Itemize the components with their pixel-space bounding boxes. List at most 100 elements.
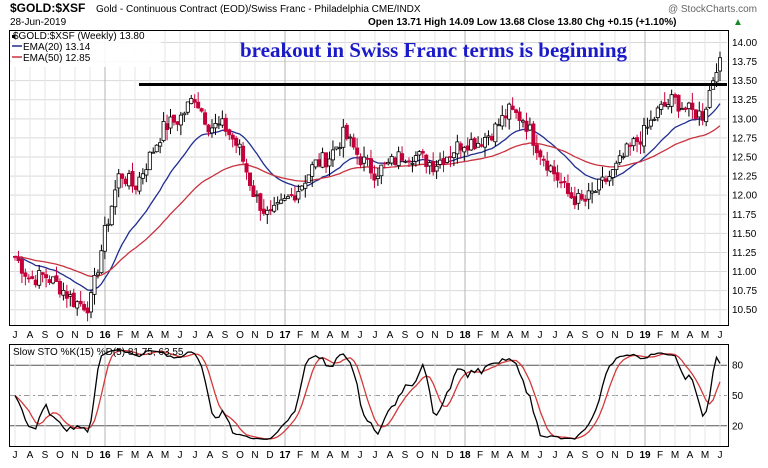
month-label-stoch: 18 — [459, 450, 471, 461]
price-tick-label: 10.75 — [732, 286, 757, 297]
candle-body — [372, 173, 377, 181]
candle-body — [82, 304, 87, 311]
legend: $GOLD:$XSF (Weekly) 13.80 EMA(20) 13.14 … — [11, 31, 161, 67]
candle-body — [199, 108, 204, 112]
candle-body — [275, 202, 280, 205]
candle-body — [348, 136, 353, 139]
candle-body — [64, 291, 69, 299]
candle-body — [213, 123, 218, 129]
month-label-stoch: 17 — [279, 450, 291, 461]
month-label-stoch: O — [56, 450, 64, 461]
candle-body — [147, 151, 152, 171]
candle-body — [306, 174, 311, 183]
candle-body — [140, 173, 145, 179]
month-label: D — [446, 330, 453, 341]
candle-body — [693, 109, 698, 120]
month-label: N — [71, 330, 78, 341]
month-label-stoch: N — [251, 450, 258, 461]
candle-body — [47, 279, 52, 283]
candle-body — [196, 101, 201, 109]
month-label-stoch: O — [416, 450, 424, 461]
candle-body — [538, 150, 543, 158]
month-label-stoch: M — [521, 450, 529, 461]
candlesticks — [12, 51, 723, 322]
candle-body — [230, 134, 235, 140]
candle-body — [652, 118, 657, 121]
candle-body — [448, 156, 453, 158]
candle-body — [133, 185, 138, 190]
stoch-tick-label: 80 — [732, 361, 744, 372]
candle-body — [330, 149, 335, 161]
candle-body — [683, 107, 688, 110]
symbol-title: $GOLD:$XSF — [10, 1, 85, 15]
candle-body — [151, 151, 156, 154]
month-label-stoch: M — [491, 450, 499, 461]
candle-body — [296, 191, 301, 200]
month-label-stoch: N — [71, 450, 78, 461]
candle-body — [510, 105, 515, 110]
price-tick-label: 11.75 — [732, 210, 757, 221]
month-label-stoch: S — [222, 450, 229, 461]
month-label-stoch: A — [27, 450, 34, 461]
month-label: A — [207, 330, 214, 341]
price-tick-label: 10.50 — [732, 305, 757, 316]
candle-body — [562, 181, 567, 183]
annotation-text: breakout in Swiss Franc terms is beginni… — [240, 38, 627, 62]
stoch-tick-label: 50 — [732, 391, 744, 402]
month-label-stoch: J — [193, 450, 198, 461]
candle-body — [116, 173, 121, 189]
month-label-stoch: N — [611, 450, 618, 461]
candle-body — [320, 152, 325, 168]
legend-main: $GOLD:$XSF (Weekly) 13.80 — [13, 31, 145, 42]
month-label: J — [373, 330, 378, 341]
candle-body — [382, 162, 387, 165]
candle-body — [617, 155, 622, 163]
price-tick-label: 13.75 — [732, 57, 757, 68]
candle-body — [697, 110, 702, 118]
candle-body — [476, 142, 481, 148]
candle-body — [514, 109, 519, 113]
candle-body — [552, 166, 557, 175]
candle-body — [99, 250, 104, 274]
candle-body — [71, 292, 76, 308]
candle-body — [669, 94, 674, 107]
candle-body — [427, 162, 432, 167]
month-label: A — [27, 330, 34, 341]
candle-body — [541, 158, 546, 161]
candle-body — [479, 144, 484, 147]
candle-body — [85, 307, 90, 314]
candle-body — [396, 151, 401, 166]
candle-body — [220, 118, 225, 126]
candle-body — [375, 175, 380, 179]
candle-body — [344, 125, 349, 140]
candle-body — [261, 208, 266, 214]
stoch-tick-label: 20 — [732, 421, 744, 432]
candle-body — [500, 115, 505, 127]
candle-body — [714, 72, 719, 83]
month-label-stoch: 19 — [639, 450, 651, 461]
month-label: D — [626, 330, 633, 341]
candle-body — [292, 195, 297, 201]
candle-body — [576, 192, 581, 204]
candle-body — [78, 300, 83, 305]
candle-body — [144, 169, 149, 176]
month-label: J — [13, 330, 18, 341]
candle-body — [400, 153, 405, 161]
candle-body — [178, 114, 183, 126]
candle-body — [351, 137, 356, 148]
candle-body — [175, 121, 180, 125]
candle-body — [113, 189, 118, 208]
candle-body — [89, 292, 94, 313]
month-label: J — [178, 330, 183, 341]
month-label: J — [358, 330, 363, 341]
candle-body — [655, 107, 660, 118]
month-label-stoch: D — [626, 450, 633, 461]
candle-body — [258, 193, 263, 211]
month-label-stoch: D — [446, 450, 453, 461]
candle-body — [545, 160, 550, 171]
candle-body — [223, 117, 228, 132]
candle-body — [438, 159, 443, 165]
month-label: O — [416, 330, 424, 341]
candle-body — [54, 275, 59, 282]
month-label: A — [327, 330, 334, 341]
